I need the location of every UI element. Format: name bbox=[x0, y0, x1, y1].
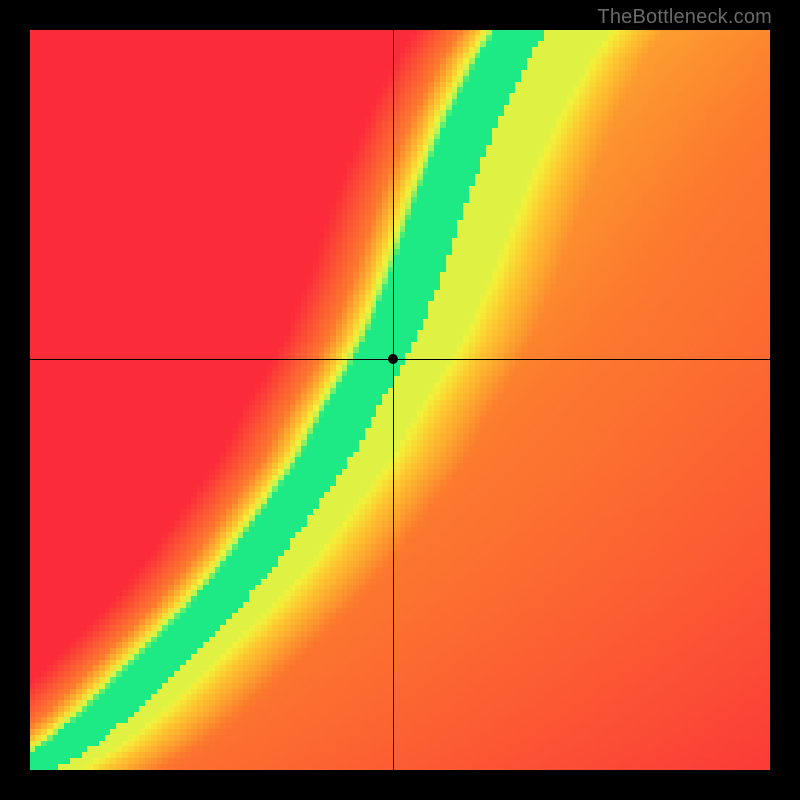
marker-dot bbox=[388, 354, 398, 364]
watermark-text: TheBottleneck.com bbox=[597, 6, 772, 29]
chart-container: TheBottleneck.com bbox=[0, 0, 800, 800]
crosshair-vertical bbox=[393, 30, 394, 770]
crosshair-horizontal bbox=[30, 359, 770, 360]
chart-plot-area bbox=[30, 30, 770, 770]
heatmap-canvas bbox=[30, 30, 770, 770]
